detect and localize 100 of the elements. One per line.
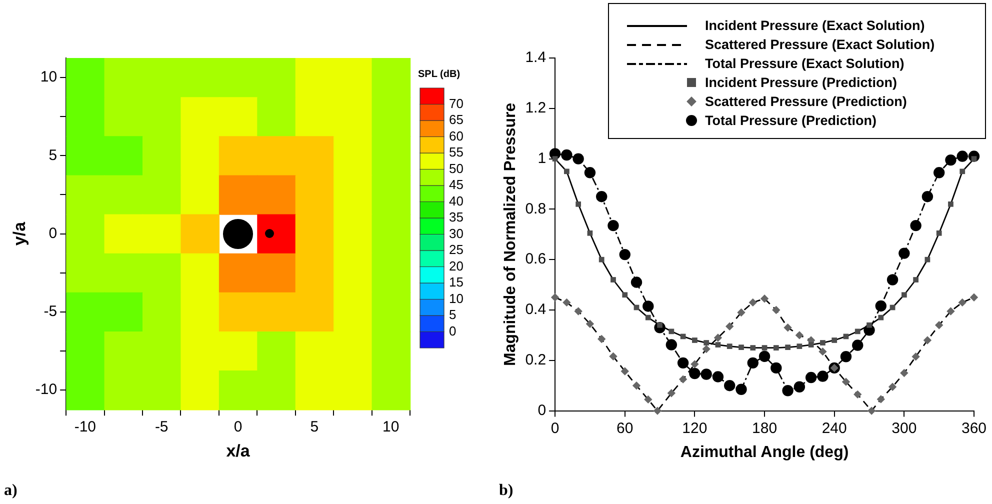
- point: [782, 385, 794, 396]
- point: [726, 344, 732, 349]
- color-bar-label: 5: [449, 307, 456, 322]
- point: [958, 298, 966, 307]
- legend-label: Scattered Pressure (Prediction): [705, 94, 907, 109]
- point: [700, 368, 712, 380]
- point: [562, 298, 571, 307]
- point: [736, 384, 747, 395]
- point: [587, 230, 593, 236]
- y-axis-title: y/a: [10, 221, 29, 246]
- point: [584, 167, 596, 178]
- x-axis-title: Azimuthal Angle (deg): [680, 444, 849, 461]
- point: [900, 368, 908, 378]
- point: [970, 293, 978, 302]
- point: [677, 357, 689, 369]
- y-tick-label: 1.2: [525, 100, 546, 117]
- point: [785, 344, 790, 350]
- point: [923, 336, 932, 344]
- point: [784, 324, 792, 332]
- x-tick-label: 10: [382, 418, 400, 436]
- point: [854, 328, 860, 334]
- point: [619, 248, 630, 260]
- y-axis-title: Magnitude of Normalized Pressure: [502, 102, 520, 366]
- point: [630, 276, 642, 288]
- y-tick-label: 10: [40, 68, 58, 86]
- x-tick-label: 60: [616, 420, 634, 437]
- color-bar-label: 35: [449, 210, 464, 225]
- point: [572, 153, 584, 164]
- color-bar-label: 40: [449, 193, 464, 208]
- color-bar-label: 25: [449, 242, 464, 258]
- point: [886, 274, 898, 286]
- point: [760, 294, 769, 303]
- point: [564, 168, 570, 174]
- point: [818, 347, 827, 356]
- legend-label: Scattered Pressure (Exact Solution): [705, 37, 935, 52]
- color-bar-label: 10: [449, 290, 464, 306]
- legend-label: Incident Pressure (Exact Solution): [705, 18, 925, 33]
- point: [609, 352, 618, 360]
- point: [574, 307, 582, 316]
- point: [852, 340, 864, 351]
- point: [561, 149, 572, 161]
- point: [758, 350, 770, 362]
- point: [762, 345, 768, 350]
- point: [770, 362, 782, 374]
- point: [840, 351, 852, 362]
- point: [808, 342, 814, 348]
- color-bar-label: 50: [449, 160, 464, 176]
- point: [934, 321, 944, 330]
- color-bar-label: 15: [449, 274, 464, 290]
- point: [946, 307, 955, 316]
- color-bar-label: 20: [449, 258, 464, 274]
- y-tick-label: 1.4: [525, 49, 546, 66]
- y-tick-label: 0: [48, 224, 58, 242]
- point: [948, 201, 954, 207]
- point: [898, 248, 910, 259]
- color-bar-label: 70: [449, 96, 464, 111]
- point: [610, 277, 616, 282]
- point: [714, 334, 722, 342]
- point: [596, 191, 608, 202]
- point: [854, 390, 862, 399]
- color-bar-label: 60: [449, 128, 464, 144]
- point: [912, 352, 920, 361]
- text: b): [499, 482, 514, 500]
- color-bar-title: SPL (dB): [418, 68, 460, 80]
- color-bar-label: 55: [449, 144, 464, 160]
- point: [842, 378, 850, 386]
- point: [901, 292, 907, 298]
- point: [667, 389, 676, 398]
- point: [922, 191, 934, 202]
- point: [936, 230, 942, 236]
- point: [712, 371, 724, 382]
- color-bar-label: 65: [449, 112, 464, 128]
- point: [794, 381, 806, 392]
- point: [632, 382, 641, 390]
- point: [956, 150, 968, 162]
- point: [772, 306, 780, 314]
- y-tick-label: -10: [35, 381, 58, 398]
- point: [924, 256, 930, 262]
- y-tick-label: 0.8: [525, 200, 546, 218]
- point: [608, 220, 619, 232]
- point: [552, 156, 558, 162]
- color-bar-label: 45: [449, 177, 464, 192]
- x-axis-title: x/a: [226, 441, 250, 460]
- legend-label: Total Pressure (Exact Solution): [705, 56, 904, 71]
- point: [878, 314, 884, 320]
- x-tick-label: 0: [550, 420, 560, 437]
- point: [666, 339, 678, 350]
- y-tick-label: 1: [538, 150, 546, 167]
- y-tick-label: 0.2: [525, 352, 546, 369]
- y-tick-label: 5: [48, 146, 58, 164]
- x-tick-label: 180: [752, 420, 778, 437]
- point: [867, 406, 876, 415]
- point: [910, 220, 922, 232]
- point: [913, 277, 918, 282]
- point: [680, 334, 686, 340]
- point: [726, 322, 734, 330]
- color-bar-label: 30: [449, 226, 464, 241]
- point: [586, 320, 594, 328]
- point: [642, 300, 654, 312]
- x-tick-label: 0: [234, 418, 242, 436]
